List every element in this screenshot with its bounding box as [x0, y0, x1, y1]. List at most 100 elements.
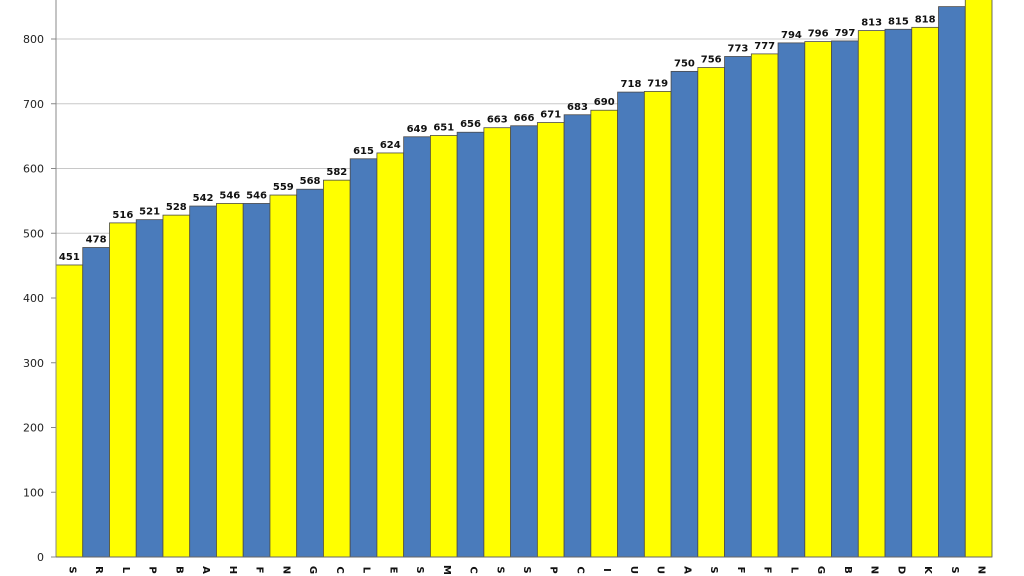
y-tick-label: 600	[23, 163, 44, 176]
bar	[109, 222, 137, 558]
bar	[162, 214, 191, 558]
data-label: 546	[219, 190, 240, 201]
x-tick-label: L	[788, 567, 799, 574]
data-label: 796	[808, 29, 829, 40]
bar	[483, 127, 512, 558]
y-tick-label: 700	[23, 98, 44, 111]
x-tick-label: F	[254, 567, 265, 574]
bar	[242, 203, 271, 558]
bar	[536, 122, 565, 558]
data-label: 683	[567, 102, 588, 113]
bar	[323, 179, 351, 558]
x-tick-label: G	[307, 566, 318, 574]
data-label: 624	[380, 140, 401, 151]
bar	[750, 53, 779, 558]
data-labels: 451 478 516 521 528 542 546 546 559 568 582 615 624 6…	[59, 14, 936, 263]
bar	[724, 56, 752, 558]
data-label: 568	[300, 176, 321, 187]
data-label: 451	[59, 252, 80, 263]
x-tick-label: A	[681, 566, 692, 574]
data-label: 797	[834, 28, 855, 39]
y-tick-label: 200	[23, 422, 44, 435]
x-tick-label: L	[361, 567, 372, 574]
bar	[831, 40, 859, 558]
x-tick-label: B	[842, 566, 853, 574]
data-label: 559	[273, 182, 294, 193]
data-label: 794	[781, 30, 802, 41]
bar	[777, 42, 806, 558]
y-tick-label: 100	[23, 486, 44, 499]
x-tick-label: B	[173, 566, 184, 574]
x-tick-label: S	[66, 566, 77, 573]
bar	[911, 26, 939, 558]
data-label: 546	[246, 190, 267, 201]
bar	[804, 41, 832, 558]
x-tick-label: P	[147, 566, 158, 573]
bar	[269, 194, 298, 558]
x-tick-label: S	[949, 566, 960, 573]
bar	[697, 67, 725, 558]
bar	[857, 30, 886, 558]
y-axis: 0 100 200 300 400 500 600 700 800	[23, 0, 57, 564]
x-tick-label: U	[628, 566, 639, 574]
bar	[643, 91, 672, 558]
y-tick-label: 800	[23, 33, 44, 46]
x-tick-label: S	[414, 566, 425, 573]
bar	[82, 247, 110, 558]
y-tick-label: 0	[37, 551, 44, 564]
x-tick-label: M	[441, 565, 452, 575]
bar	[189, 205, 217, 558]
data-label: 815	[888, 16, 909, 27]
data-label: 615	[353, 146, 374, 157]
data-label: 813	[861, 18, 882, 29]
data-label: 719	[647, 78, 668, 89]
data-label: 521	[139, 207, 160, 218]
bar	[510, 125, 538, 558]
x-tick-label: F	[762, 567, 773, 574]
bar	[376, 152, 405, 558]
bar	[617, 91, 645, 558]
x-tick-label: H	[227, 566, 238, 574]
x-tick-label: S	[708, 566, 719, 573]
data-label: 671	[540, 110, 561, 121]
x-tick-label: C	[334, 566, 345, 573]
data-label: 756	[701, 54, 722, 65]
bar	[884, 28, 913, 558]
x-tick-label: A	[200, 566, 211, 574]
bar	[938, 6, 966, 558]
data-label: 516	[112, 210, 133, 221]
x-tick-label: E	[387, 567, 398, 574]
data-label: 528	[166, 202, 187, 213]
x-tick-label: F	[735, 567, 746, 574]
x-tick-label: I	[601, 568, 612, 572]
bar	[964, 0, 993, 558]
bar	[216, 203, 244, 558]
x-tick-label: D	[895, 566, 906, 574]
x-tick-label: S	[521, 566, 532, 573]
data-label: 750	[674, 58, 695, 69]
bar	[296, 188, 324, 558]
x-tick-label: C	[574, 566, 585, 573]
x-tick-label: R	[93, 566, 104, 574]
data-label: 818	[915, 14, 936, 25]
bar	[135, 219, 164, 558]
x-tick-label: G	[815, 566, 826, 574]
y-tick-label: 300	[23, 357, 44, 370]
data-label: 656	[460, 119, 481, 130]
data-label: 718	[621, 79, 642, 90]
x-tick-label: S	[494, 566, 505, 573]
data-label: 582	[326, 167, 347, 178]
y-tick-label: 400	[23, 292, 44, 305]
bars	[55, 0, 993, 558]
bar	[55, 264, 84, 558]
x-tick-label: N	[869, 566, 880, 574]
x-tick-label: K	[922, 566, 933, 575]
data-label: 777	[754, 41, 775, 52]
bar	[670, 70, 699, 558]
data-label: 690	[594, 97, 615, 108]
data-label: 478	[86, 234, 107, 245]
x-tick-label: L	[120, 567, 131, 574]
bar	[590, 109, 618, 558]
